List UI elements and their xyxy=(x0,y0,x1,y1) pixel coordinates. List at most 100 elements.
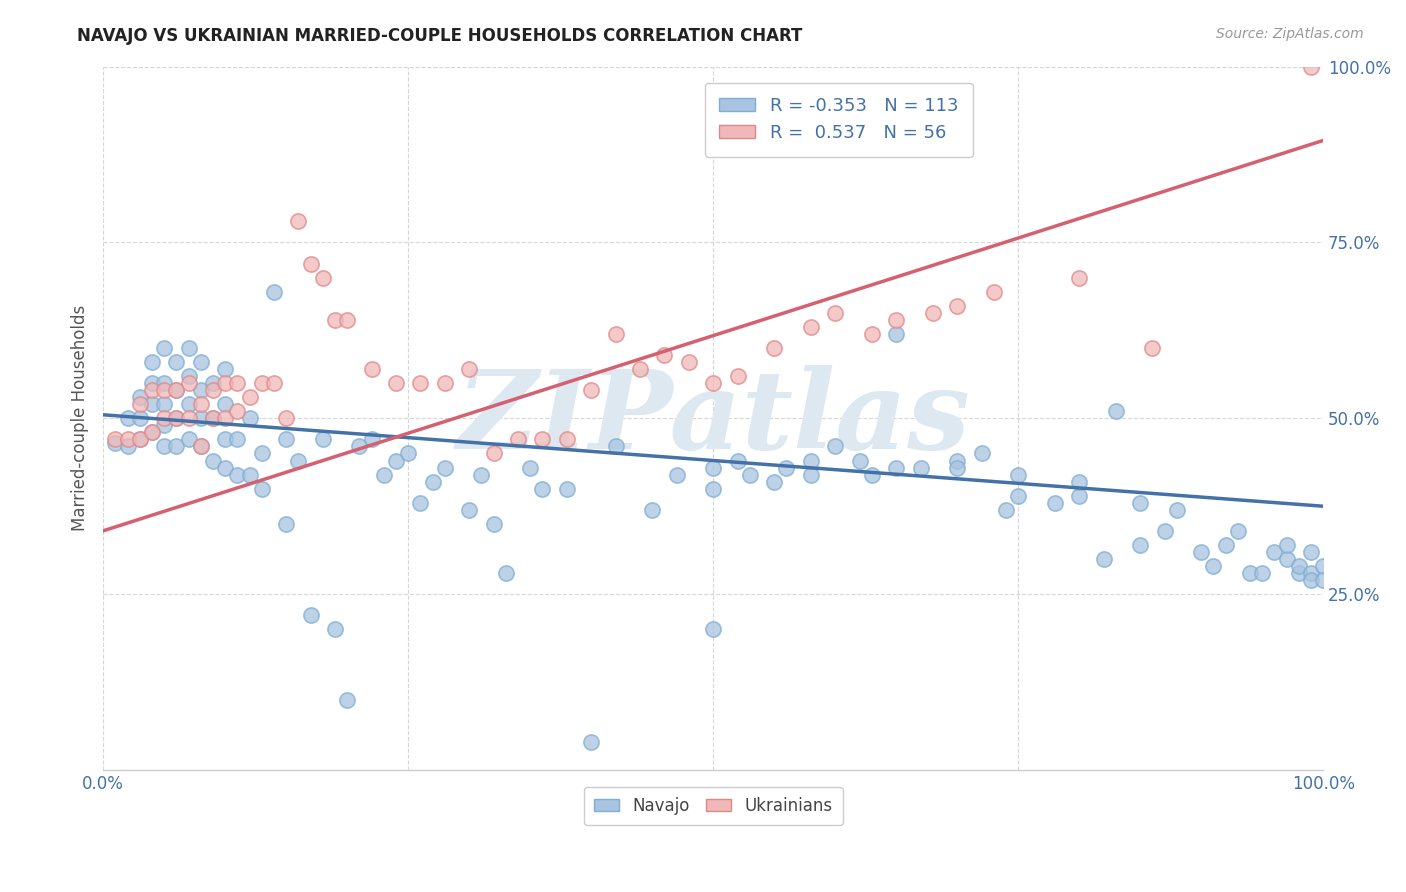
Point xyxy=(910,460,932,475)
Point xyxy=(250,376,273,391)
Point xyxy=(1069,489,1091,503)
Point xyxy=(1129,538,1152,552)
Point xyxy=(263,285,285,299)
Point xyxy=(1288,566,1310,580)
Point xyxy=(605,326,627,341)
Point xyxy=(141,397,163,411)
Point xyxy=(665,467,688,482)
Point xyxy=(409,376,432,391)
Point xyxy=(226,404,249,418)
Point xyxy=(884,313,907,327)
Point xyxy=(946,299,969,313)
Point xyxy=(1202,559,1225,574)
Point xyxy=(1153,524,1175,538)
Point xyxy=(276,516,298,531)
Point xyxy=(1251,566,1274,580)
Point xyxy=(385,453,408,467)
Point xyxy=(153,418,176,433)
Point xyxy=(214,397,236,411)
Point xyxy=(214,433,236,447)
Point xyxy=(1129,496,1152,510)
Y-axis label: Married-couple Households: Married-couple Households xyxy=(72,305,89,532)
Point xyxy=(177,397,200,411)
Point xyxy=(1166,502,1188,516)
Point xyxy=(1189,545,1212,559)
Point xyxy=(336,313,359,327)
Point xyxy=(201,383,224,397)
Point xyxy=(373,467,395,482)
Point xyxy=(946,460,969,475)
Point xyxy=(360,433,382,447)
Point xyxy=(1007,489,1029,503)
Point xyxy=(190,439,212,453)
Point xyxy=(263,376,285,391)
Point xyxy=(1069,270,1091,285)
Point xyxy=(153,383,176,397)
Point xyxy=(678,355,700,369)
Point xyxy=(128,411,150,425)
Point xyxy=(165,355,187,369)
Point xyxy=(299,608,322,623)
Point xyxy=(128,390,150,404)
Point xyxy=(360,362,382,376)
Point xyxy=(141,355,163,369)
Point xyxy=(201,411,224,425)
Point xyxy=(702,623,724,637)
Point xyxy=(201,453,224,467)
Point xyxy=(323,313,346,327)
Text: ZIPatlas: ZIPatlas xyxy=(456,365,970,472)
Point xyxy=(165,383,187,397)
Point xyxy=(727,369,749,384)
Point xyxy=(128,433,150,447)
Point xyxy=(519,460,541,475)
Point xyxy=(190,397,212,411)
Point xyxy=(1299,573,1322,587)
Point xyxy=(396,446,419,460)
Point xyxy=(323,623,346,637)
Point xyxy=(1299,566,1322,580)
Point xyxy=(458,502,481,516)
Point xyxy=(433,376,456,391)
Point xyxy=(250,446,273,460)
Point xyxy=(201,411,224,425)
Point xyxy=(1312,573,1334,587)
Point xyxy=(276,411,298,425)
Point xyxy=(1312,559,1334,574)
Point xyxy=(506,433,529,447)
Point xyxy=(153,439,176,453)
Point xyxy=(287,214,309,228)
Point xyxy=(190,411,212,425)
Point xyxy=(775,460,797,475)
Point xyxy=(824,439,846,453)
Text: Source: ZipAtlas.com: Source: ZipAtlas.com xyxy=(1216,27,1364,41)
Point xyxy=(153,376,176,391)
Point xyxy=(141,425,163,440)
Point xyxy=(531,482,554,496)
Point xyxy=(201,376,224,391)
Point xyxy=(1105,404,1128,418)
Point xyxy=(190,383,212,397)
Point xyxy=(1263,545,1285,559)
Point xyxy=(727,453,749,467)
Point xyxy=(214,460,236,475)
Point xyxy=(141,425,163,440)
Point xyxy=(763,341,786,355)
Point xyxy=(190,439,212,453)
Point xyxy=(946,453,969,467)
Point xyxy=(628,362,651,376)
Point xyxy=(422,475,444,489)
Point xyxy=(117,411,139,425)
Point xyxy=(1299,60,1322,74)
Point xyxy=(970,446,993,460)
Point xyxy=(117,439,139,453)
Point xyxy=(1226,524,1249,538)
Point xyxy=(702,460,724,475)
Point xyxy=(848,453,870,467)
Point xyxy=(226,376,249,391)
Point xyxy=(153,411,176,425)
Point xyxy=(470,467,492,482)
Text: NAVAJO VS UKRAINIAN MARRIED-COUPLE HOUSEHOLDS CORRELATION CHART: NAVAJO VS UKRAINIAN MARRIED-COUPLE HOUSE… xyxy=(77,27,803,45)
Point xyxy=(287,453,309,467)
Point xyxy=(763,475,786,489)
Point xyxy=(1092,552,1115,566)
